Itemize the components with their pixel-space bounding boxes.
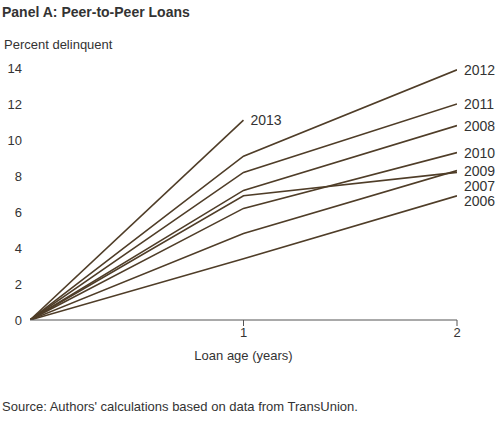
svg-text:2007: 2007 bbox=[464, 178, 492, 194]
svg-text:12: 12 bbox=[8, 97, 22, 112]
html-text:Panel A: Peer-to-Peer Loans: Panel A: Peer-to-Peer Loans bbox=[2, 4, 190, 20]
svg-text:0: 0 bbox=[15, 313, 22, 328]
svg-text:2013: 2013 bbox=[251, 112, 282, 128]
svg-text:2011: 2011 bbox=[464, 96, 492, 112]
svg-text:2: 2 bbox=[453, 325, 460, 340]
html-text:Percent delinquent: Percent delinquent bbox=[4, 37, 113, 52]
svg-text:6: 6 bbox=[15, 205, 22, 220]
svg-text:2: 2 bbox=[15, 277, 22, 292]
svg-text:14: 14 bbox=[8, 61, 22, 76]
html-text:Source: Authors' calculations: Source: Authors' calculations based on d… bbox=[2, 399, 358, 414]
svg-text:4: 4 bbox=[15, 241, 22, 256]
svg-text:2006: 2006 bbox=[464, 193, 492, 209]
svg-text:Loan age (years): Loan age (years) bbox=[194, 348, 292, 363]
svg-text:2012: 2012 bbox=[464, 62, 492, 78]
svg-text:8: 8 bbox=[15, 169, 22, 184]
svg-text:10: 10 bbox=[8, 133, 22, 148]
svg-text:2009: 2009 bbox=[464, 163, 492, 179]
svg-text:2008: 2008 bbox=[464, 118, 492, 134]
svg-text:1: 1 bbox=[240, 325, 247, 340]
svg-text:2010: 2010 bbox=[464, 145, 492, 161]
